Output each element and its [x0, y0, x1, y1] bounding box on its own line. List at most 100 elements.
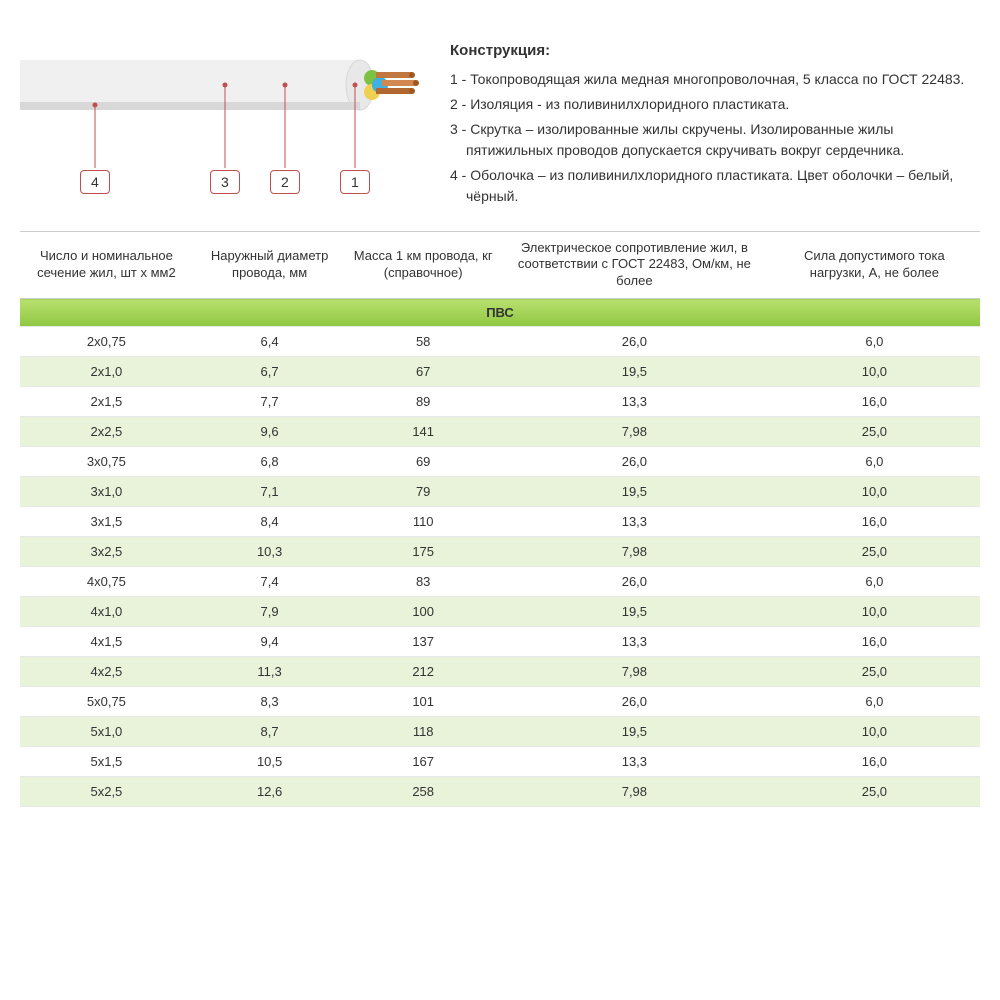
table-row: 2x2,59,61417,9825,0 [20, 417, 980, 447]
table-cell: 3x1,0 [20, 477, 193, 507]
table-cell: 9,6 [193, 417, 347, 447]
cable-diagram: 4 3 2 1 [20, 40, 420, 200]
col-header-3: Электрическое сопротивление жил, в соотв… [500, 231, 769, 299]
sheath-shadow [20, 102, 360, 110]
table-cell: 7,98 [500, 417, 769, 447]
table-cell: 4x0,75 [20, 567, 193, 597]
table-cell: 6,0 [769, 327, 980, 357]
table-row: 3x1,58,411013,316,0 [20, 507, 980, 537]
table-cell: 8,4 [193, 507, 347, 537]
table-cell: 5x1,0 [20, 717, 193, 747]
table-cell: 7,98 [500, 537, 769, 567]
table-cell: 2x2,5 [20, 417, 193, 447]
table-cell: 13,3 [500, 747, 769, 777]
table-cell: 7,98 [500, 777, 769, 807]
table-row: 3x1,07,17919,510,0 [20, 477, 980, 507]
table-cell: 58 [346, 327, 500, 357]
header-row: Число и номинальное сечение жил, шт х мм… [20, 231, 980, 299]
table-cell: 258 [346, 777, 500, 807]
table-cell: 79 [346, 477, 500, 507]
table-cell: 69 [346, 447, 500, 477]
table-cell: 212 [346, 657, 500, 687]
table-cell: 7,4 [193, 567, 347, 597]
section-label: ПВС [20, 299, 980, 327]
table-cell: 5x2,5 [20, 777, 193, 807]
table-cell: 3x0,75 [20, 447, 193, 477]
table-cell: 16,0 [769, 387, 980, 417]
table-cell: 4x1,0 [20, 597, 193, 627]
description-title: Конструкция: [450, 40, 980, 63]
table-wrap: Число и номинальное сечение жил, шт х мм… [0, 231, 1000, 808]
table-row: 4x2,511,32127,9825,0 [20, 657, 980, 687]
table-cell: 16,0 [769, 507, 980, 537]
table-cell: 26,0 [500, 327, 769, 357]
table-cell: 19,5 [500, 717, 769, 747]
table-cell: 7,98 [500, 657, 769, 687]
table-cell: 6,8 [193, 447, 347, 477]
table-cell: 100 [346, 597, 500, 627]
table-cell: 26,0 [500, 567, 769, 597]
description-area: Конструкция: 1 - Токопроводящая жила мед… [450, 40, 980, 211]
table-cell: 19,5 [500, 357, 769, 387]
table-cell: 7,1 [193, 477, 347, 507]
table-cell: 10,0 [769, 357, 980, 387]
table-cell: 3x1,5 [20, 507, 193, 537]
table-cell: 25,0 [769, 537, 980, 567]
table-cell: 9,4 [193, 627, 347, 657]
callout-label-3: 3 [210, 170, 240, 194]
table-cell: 5x1,5 [20, 747, 193, 777]
table-cell: 25,0 [769, 657, 980, 687]
callout-label-4: 4 [80, 170, 110, 194]
table-row: 3x0,756,86926,06,0 [20, 447, 980, 477]
table-row: 5x0,758,310126,06,0 [20, 687, 980, 717]
table-cell: 167 [346, 747, 500, 777]
table-cell: 6,0 [769, 687, 980, 717]
callout-dot-1 [353, 83, 358, 88]
table-cell: 101 [346, 687, 500, 717]
table-cell: 83 [346, 567, 500, 597]
callout-label-1: 1 [340, 170, 370, 194]
table-row: 4x1,59,413713,316,0 [20, 627, 980, 657]
table-cell: 67 [346, 357, 500, 387]
table-cell: 6,0 [769, 447, 980, 477]
table-cell: 19,5 [500, 477, 769, 507]
table-cell: 12,6 [193, 777, 347, 807]
table-cell: 13,3 [500, 387, 769, 417]
table-cell: 7,7 [193, 387, 347, 417]
table-cell: 4x1,5 [20, 627, 193, 657]
top-section: 4 3 2 1 Конструкция: 1 - Токопроводящая … [0, 0, 1000, 231]
table-cell: 110 [346, 507, 500, 537]
callout-dot-4 [93, 103, 98, 108]
table-cell: 4x2,5 [20, 657, 193, 687]
col-header-0: Число и номинальное сечение жил, шт х мм… [20, 231, 193, 299]
table-cell: 11,3 [193, 657, 347, 687]
callout-dot-3 [223, 83, 228, 88]
table-row: 5x2,512,62587,9825,0 [20, 777, 980, 807]
table-cell: 16,0 [769, 627, 980, 657]
table-cell: 10,0 [769, 597, 980, 627]
table-row: 2x1,06,76719,510,0 [20, 357, 980, 387]
table-row: 4x1,07,910019,510,0 [20, 597, 980, 627]
table-cell: 6,4 [193, 327, 347, 357]
col-header-2: Масса 1 км провода, кг (справочное) [346, 231, 500, 299]
table-cell: 6,7 [193, 357, 347, 387]
table-cell: 141 [346, 417, 500, 447]
table-cell: 10,3 [193, 537, 347, 567]
col-header-4: Сила допустимого тока нагрузки, А, не бо… [769, 231, 980, 299]
table-cell: 137 [346, 627, 500, 657]
table-head: Число и номинальное сечение жил, шт х мм… [20, 231, 980, 299]
table-cell: 2x1,5 [20, 387, 193, 417]
table-cell: 7,9 [193, 597, 347, 627]
table-cell: 3x2,5 [20, 537, 193, 567]
table-cell: 175 [346, 537, 500, 567]
description-item-3: 3 - Скрутка – изолированные жилы скручен… [450, 119, 980, 161]
table-cell: 16,0 [769, 747, 980, 777]
table-cell: 2x0,75 [20, 327, 193, 357]
description-item-1: 1 - Токопроводящая жила медная многопров… [450, 69, 980, 90]
table-cell: 2x1,0 [20, 357, 193, 387]
callout-dot-2 [283, 83, 288, 88]
table-cell: 13,3 [500, 507, 769, 537]
callout-label-2: 2 [270, 170, 300, 194]
table-cell: 10,5 [193, 747, 347, 777]
spec-table: Число и номинальное сечение жил, шт х мм… [20, 231, 980, 808]
